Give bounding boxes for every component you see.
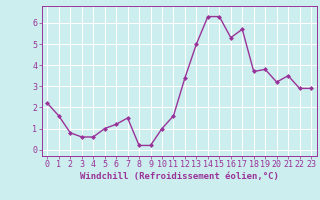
X-axis label: Windchill (Refroidissement éolien,°C): Windchill (Refroidissement éolien,°C) <box>80 172 279 181</box>
